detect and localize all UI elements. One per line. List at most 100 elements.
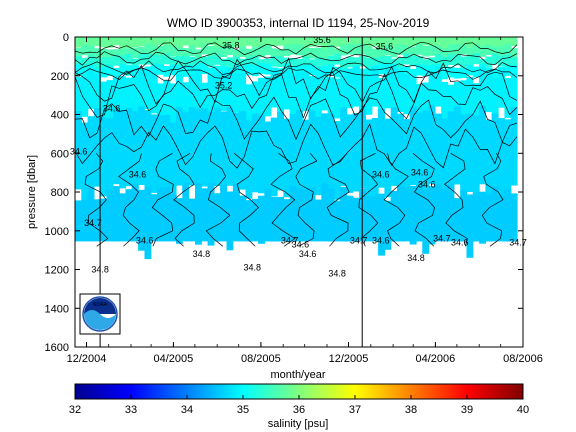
field-cell: [397, 37, 404, 49]
field-cell: [207, 55, 215, 67]
field-cell: [365, 37, 373, 48]
contour-line: [233, 153, 260, 247]
contour-label: 34.6: [411, 168, 429, 178]
contour-label: 34.6: [418, 179, 436, 189]
field-cell: [340, 44, 348, 56]
field-cell: [131, 73, 139, 114]
field-cell: [258, 114, 265, 194]
field-cell: [112, 105, 120, 185]
field-cell: [283, 63, 291, 74]
field-cell: [453, 82, 461, 122]
field-cell: [144, 53, 152, 65]
field-cell: [314, 37, 322, 46]
field-cell: [283, 118, 291, 198]
field-cell: [453, 54, 461, 66]
field-cell: [226, 57, 234, 68]
field-cell: [75, 37, 82, 48]
field-cell: [93, 108, 101, 187]
field-cell: [447, 84, 455, 125]
field-cell: [75, 110, 82, 190]
field-cell: [87, 55, 95, 67]
contour-line: [75, 57, 518, 105]
field-cell: [352, 197, 360, 242]
contour-label: 34.7: [350, 235, 368, 245]
field-cell: [333, 53, 341, 65]
field-cell: [119, 76, 127, 116]
field-cell: [371, 118, 379, 197]
field-cell: [119, 193, 127, 242]
field-cell: [504, 43, 512, 55]
field-cell: [510, 57, 518, 68]
contour-label: 35.6: [313, 35, 331, 45]
contour-labels: 35.8 35.635.635.234.634.634.6 34.6 34.634.6…: [70, 35, 527, 278]
field-cell: [397, 113, 404, 193]
field-cell: [201, 108, 209, 187]
field-cell: [163, 45, 171, 56]
field-cell: [296, 188, 303, 242]
field-cell: [245, 48, 253, 60]
field-cell: [138, 189, 145, 251]
colorbar-tick-label: 38: [405, 404, 417, 416]
field-cell: [409, 78, 417, 119]
field-cell: [296, 44, 303, 56]
field-cell: [510, 65, 518, 76]
field-cell: [479, 191, 486, 244]
field-cell: [308, 64, 316, 76]
field-cell: [403, 53, 411, 65]
field-cell: [163, 66, 171, 77]
field-cell: [163, 115, 171, 194]
contour-label: 34.8: [328, 268, 346, 278]
field-cell: [176, 107, 183, 186]
field-cell: [333, 121, 341, 200]
field-cell: [226, 67, 234, 108]
field-cell: [188, 56, 196, 68]
colorbar-label: salinity [psu]: [268, 418, 329, 430]
field-cell: [264, 37, 272, 49]
field-cell: [201, 37, 209, 46]
field-cell: [485, 119, 493, 199]
field-cell: [106, 189, 114, 242]
field-cell: [346, 195, 354, 242]
field-cell: [125, 37, 133, 49]
field-cell: [75, 48, 82, 59]
contour-line: [412, 153, 435, 247]
field-cell: [258, 63, 265, 74]
field-cell: [106, 37, 114, 48]
field-cell: [321, 48, 329, 60]
field-cell: [314, 199, 322, 242]
field-cell: [220, 58, 228, 70]
noaa-logo: NOAA: [79, 293, 121, 335]
field-cell: [472, 44, 480, 55]
field-cell: [352, 66, 360, 107]
field-cell: [131, 184, 139, 242]
field-cell: [510, 73, 518, 114]
field-cell: [308, 187, 316, 242]
field-cell: [138, 68, 145, 109]
field-cell: [390, 107, 398, 186]
field-cell: [201, 82, 209, 123]
field-cell: [239, 58, 247, 70]
field-cell: [289, 66, 297, 77]
contour-label: 34.6: [372, 170, 390, 180]
field-cell: [346, 68, 354, 109]
field-cell: [378, 56, 385, 68]
field-cell: [239, 37, 247, 51]
field-cell: [182, 111, 190, 191]
field-cell: [409, 106, 417, 186]
contour-label: 34.7: [281, 235, 299, 245]
contour-line: [481, 153, 504, 247]
field-cell: [226, 44, 234, 55]
field-cell: [93, 199, 101, 242]
field-cell: [441, 188, 449, 242]
field-cell: [87, 45, 95, 56]
contour-label: 35.8: [222, 41, 240, 51]
field-cell: [504, 37, 512, 47]
field-cell: [428, 45, 436, 56]
field-cell: [472, 37, 480, 48]
field-cell: [270, 55, 278, 67]
field-cell: [264, 76, 272, 117]
field-cell: [314, 57, 322, 68]
field-cell: [144, 43, 152, 55]
field-cell: [232, 112, 240, 192]
field-cell: [270, 48, 278, 60]
